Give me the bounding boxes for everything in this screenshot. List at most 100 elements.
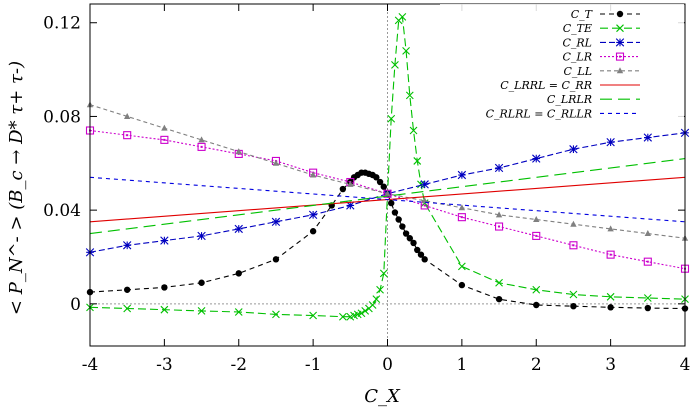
- data-point-c-ll: [495, 211, 503, 218]
- data-point-c-rl: [308, 210, 318, 220]
- data-point-c-te: [387, 114, 396, 123]
- data-point-c-te: [160, 305, 169, 314]
- data-point-c-te: [606, 292, 615, 301]
- data-point-c-ll: [272, 159, 280, 166]
- data-point-c-rl: [122, 241, 132, 250]
- data-point-c-t: [161, 284, 168, 291]
- data-point-c-lr-center: [163, 138, 166, 141]
- data-point-c-ll: [309, 171, 317, 178]
- data-point-c-te: [532, 285, 541, 294]
- data-point-c-t: [495, 295, 503, 303]
- series-line-c-rl: [89, 132, 686, 253]
- data-point-c-te: [398, 12, 407, 21]
- legend-marker-c-lr-center: [619, 55, 621, 58]
- data-point-c-lr-center: [200, 145, 203, 148]
- legend-marker-c-t: [616, 10, 624, 18]
- data-point-c-te: [409, 126, 418, 135]
- x-tick-label: 4: [680, 355, 691, 375]
- data-point-c-te: [413, 157, 422, 165]
- series-c-rlrl-c-rllr: [89, 176, 686, 223]
- data-point-c-t: [607, 304, 614, 311]
- legend-label-c-te: C_TE: [563, 22, 592, 35]
- x-tick-label: 0: [382, 355, 393, 375]
- data-point-c-lr: [532, 231, 541, 240]
- data-point-c-rl: [271, 217, 281, 227]
- data-point-c-ll: [123, 112, 131, 119]
- data-point-c-ll: [607, 225, 614, 232]
- data-point-c-t: [373, 174, 380, 181]
- data-point-c-te: [376, 285, 384, 294]
- legend-label-c-lrlr: C_LRLR: [547, 93, 592, 106]
- y-tick-label: 0.08: [43, 107, 81, 127]
- data-point-c-lr-center: [646, 260, 649, 263]
- data-point-c-t: [421, 256, 428, 263]
- data-point-c-te: [357, 309, 366, 318]
- data-point-c-lr: [569, 241, 578, 250]
- reference-lines: [90, 4, 685, 346]
- data-point-c-ll: [644, 230, 652, 237]
- x-tick-label: -1: [305, 355, 322, 375]
- x-axis-title: C_X: [364, 386, 401, 407]
- data-point-c-t: [402, 230, 410, 237]
- legend-marker-c-lr: [615, 52, 625, 61]
- data-point-c-lr-center: [423, 204, 426, 207]
- series-c-lrlr: [89, 158, 686, 235]
- data-point-c-t: [123, 286, 131, 293]
- data-point-c-te: [361, 306, 370, 315]
- data-point-c-te: [402, 46, 410, 55]
- data-point-c-lr-center: [572, 244, 575, 247]
- data-point-c-rl: [532, 154, 541, 163]
- data-point-c-lr-center: [609, 253, 612, 256]
- data-point-c-rl: [606, 138, 615, 147]
- data-point-c-rl: [234, 224, 243, 234]
- series-line-c-rlrl-c-rllr: [89, 176, 686, 223]
- legend-label-c-ll: C_LL: [563, 65, 592, 78]
- data-point-c-t: [272, 256, 280, 263]
- data-point-c-t: [395, 216, 402, 223]
- plot-frame: [89, 3, 686, 347]
- data-point-c-ll: [421, 197, 428, 204]
- x-tick-label: 3: [605, 355, 616, 375]
- legend-label-c-rlrl-c-rllr: C_RLRL = C_RLLR: [486, 107, 592, 120]
- data-point-c-ll: [347, 180, 354, 187]
- legend-label-c-rl: C_RL: [562, 36, 592, 49]
- data-point-c-t: [391, 209, 399, 216]
- data-point-c-te: [372, 295, 381, 304]
- data-point-c-rl: [457, 170, 467, 180]
- y-tick-label: 0.12: [43, 14, 81, 34]
- data-point-c-t: [198, 279, 205, 286]
- data-point-c-ll: [533, 216, 540, 223]
- data-point-c-te: [643, 294, 652, 302]
- x-tick-label: -3: [156, 355, 173, 375]
- y-tick-label: 0: [70, 295, 81, 315]
- data-point-c-t: [376, 178, 384, 186]
- data-point-c-te: [309, 311, 318, 320]
- data-point-c-lr-center: [126, 134, 129, 137]
- data-point-c-lr: [495, 222, 504, 231]
- data-point-c-t: [570, 302, 577, 310]
- x-tick-label: -4: [82, 355, 99, 375]
- data-point-c-te: [234, 308, 243, 316]
- data-point-c-ll: [235, 148, 242, 155]
- data-point-c-t: [458, 281, 466, 289]
- series-layer: [85, 12, 690, 321]
- data-point-c-ll: [458, 204, 466, 211]
- data-point-c-lr: [457, 213, 466, 222]
- legend-label-c-lrrl-c-rr: C_LRRL = C_RR: [500, 79, 592, 92]
- data-point-c-te: [368, 301, 377, 309]
- data-point-c-t: [380, 183, 387, 190]
- data-point-c-ll: [384, 190, 391, 197]
- data-point-c-rl: [494, 163, 504, 173]
- data-point-c-t: [235, 270, 242, 277]
- data-point-c-te: [391, 61, 399, 69]
- data-point-c-ll: [198, 136, 205, 143]
- data-point-c-t: [533, 301, 540, 309]
- ticks-layer: -4 -3 -2 -1 0 1 2 3 4 0 0.04 0.08 0.12: [43, 4, 690, 375]
- data-point-c-te: [123, 304, 132, 313]
- data-point-c-lr-center: [535, 234, 538, 237]
- series-line-c-te: [89, 15, 686, 318]
- legend-background: [440, 4, 684, 128]
- data-point-c-ll: [570, 220, 577, 227]
- data-point-c-t: [339, 185, 347, 193]
